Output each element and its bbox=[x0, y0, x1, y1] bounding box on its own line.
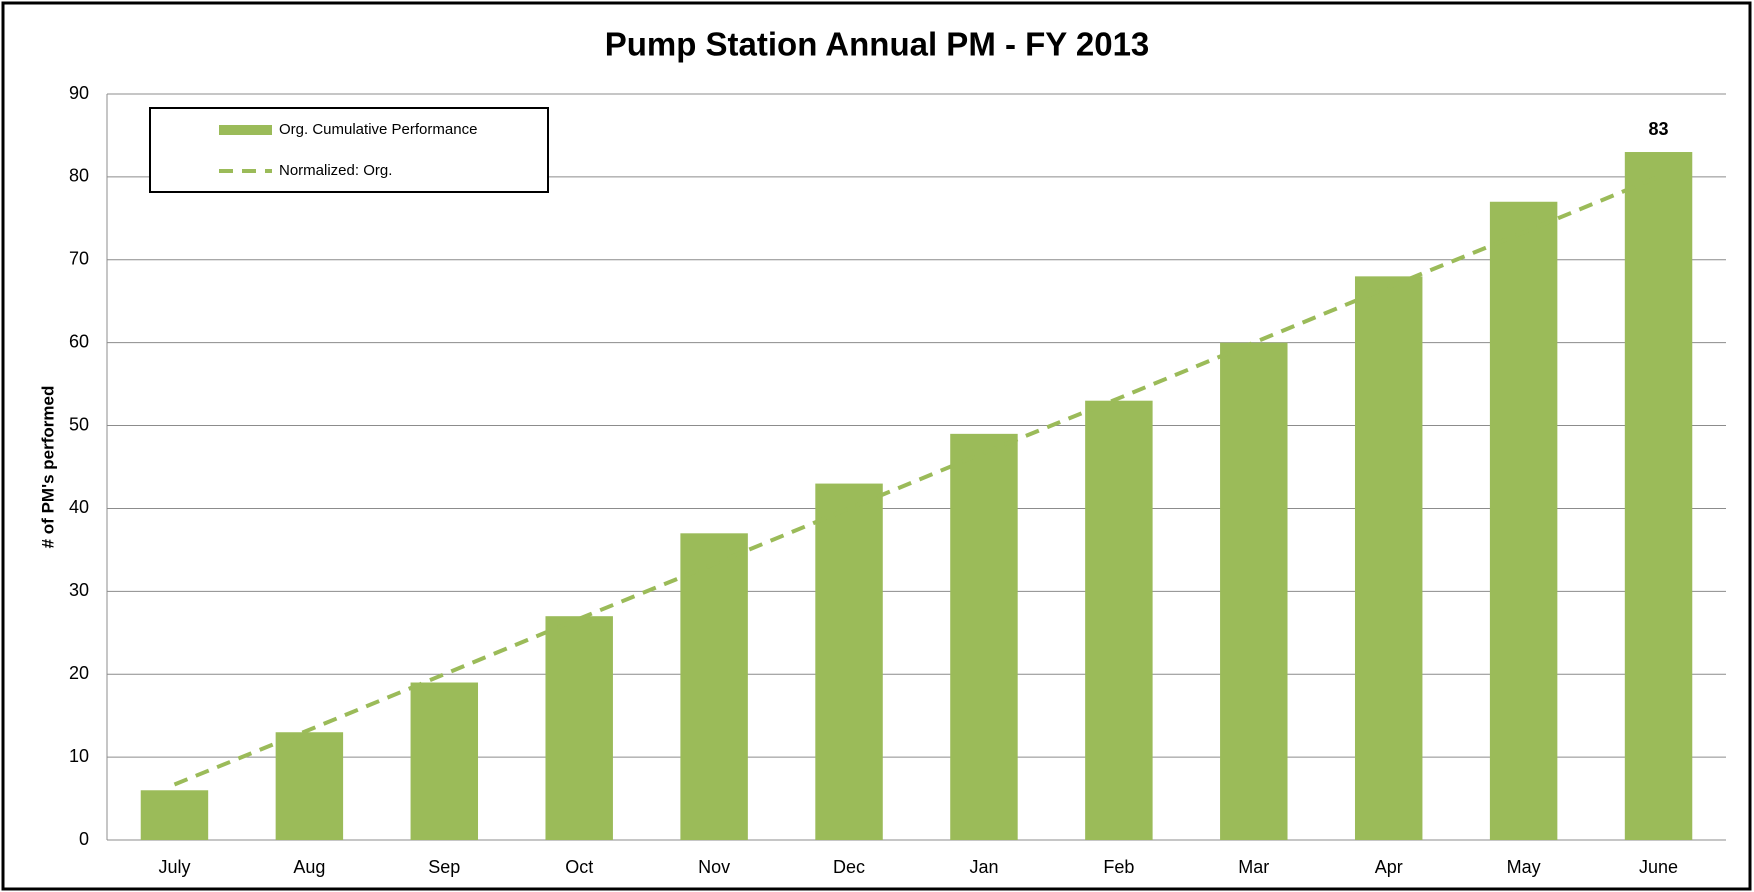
y-tick-label: 50 bbox=[69, 414, 89, 434]
bar bbox=[545, 616, 613, 840]
bar bbox=[410, 682, 479, 840]
bar bbox=[950, 433, 1018, 840]
bar bbox=[1624, 152, 1693, 840]
y-tick-label: 60 bbox=[69, 331, 89, 351]
bar bbox=[1085, 400, 1153, 840]
bar bbox=[815, 483, 883, 840]
y-tick-label: 20 bbox=[69, 663, 89, 683]
x-tick-label: Apr bbox=[1375, 857, 1403, 877]
x-tick-label: July bbox=[158, 857, 190, 877]
y-tick-label: 0 bbox=[79, 829, 89, 849]
data-label: 83 bbox=[1649, 119, 1669, 139]
x-tick-label: Feb bbox=[1103, 857, 1134, 877]
x-tick-label: Dec bbox=[833, 857, 865, 877]
legend-label: Normalized: Org. bbox=[279, 162, 392, 179]
x-tick-label: Sep bbox=[428, 857, 460, 877]
bar bbox=[1220, 342, 1288, 840]
x-tick-label: May bbox=[1507, 857, 1541, 877]
y-tick-label: 70 bbox=[69, 249, 89, 269]
trend-line bbox=[173, 175, 1660, 787]
bar bbox=[140, 790, 209, 840]
bar bbox=[1354, 276, 1423, 840]
bar bbox=[275, 732, 344, 840]
x-tick-label: Jan bbox=[969, 857, 998, 877]
x-tick-label: June bbox=[1639, 857, 1678, 877]
x-tick-label: Oct bbox=[565, 857, 593, 877]
y-tick-label: 80 bbox=[69, 166, 89, 186]
y-axis-label: # of PM's performed bbox=[38, 386, 57, 549]
legend-label: Org. Cumulative Performance bbox=[279, 121, 477, 138]
y-tick-label: 10 bbox=[69, 746, 89, 766]
y-tick-label: 40 bbox=[69, 497, 89, 517]
bar bbox=[1489, 201, 1558, 840]
y-tick-label: 30 bbox=[69, 580, 89, 600]
legend-swatch bbox=[219, 125, 272, 135]
y-tick-label: 90 bbox=[69, 83, 89, 103]
x-tick-label: Nov bbox=[698, 857, 730, 877]
x-tick-label: Mar bbox=[1238, 857, 1269, 877]
bar bbox=[680, 533, 748, 840]
chart-title: Pump Station Annual PM - FY 2013 bbox=[605, 26, 1150, 63]
legend-box bbox=[149, 107, 549, 193]
x-tick-label: Aug bbox=[293, 857, 325, 877]
